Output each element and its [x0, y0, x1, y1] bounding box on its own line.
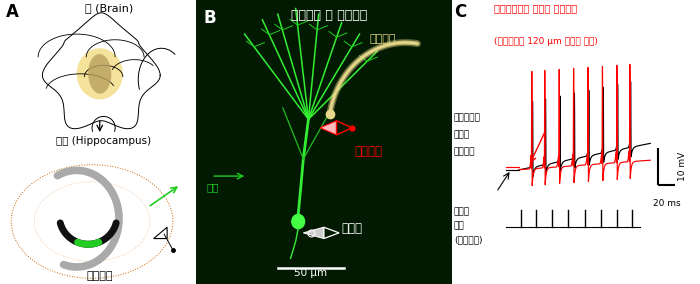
Circle shape: [292, 214, 304, 229]
Text: 치아이랑 내 과립세포: 치아이랑 내 과립세포: [290, 9, 367, 22]
Polygon shape: [92, 116, 115, 131]
Text: 해마 (Hippocampus): 해마 (Hippocampus): [56, 136, 151, 146]
Polygon shape: [303, 227, 323, 239]
Text: 전기신호: 전기신호: [454, 148, 475, 157]
Text: 확대: 확대: [206, 182, 218, 192]
Ellipse shape: [77, 48, 123, 99]
Text: B: B: [204, 9, 216, 26]
Text: 10 mV: 10 mV: [678, 152, 687, 181]
Text: (세포체에서 120 μm 떨어진 지점): (세포체에서 120 μm 떨어진 지점): [494, 37, 598, 46]
Text: 외부정돈: 외부정돈: [370, 34, 396, 44]
Polygon shape: [43, 13, 160, 129]
Text: (외부신호): (외부신호): [454, 236, 482, 245]
Text: 기록한: 기록한: [454, 131, 470, 140]
Text: 20 ms: 20 ms: [652, 199, 680, 208]
Text: 자극: 자극: [454, 222, 465, 231]
Text: 수상돌기에서 기록한 전기신호: 수상돌기에서 기록한 전기신호: [494, 3, 577, 13]
Polygon shape: [320, 121, 337, 135]
Text: 세포체: 세포체: [342, 222, 363, 235]
Text: 50 μm: 50 μm: [295, 268, 328, 278]
Text: 수상돌기: 수상돌기: [354, 145, 382, 158]
Text: 치아이랑: 치아이랑: [87, 271, 113, 281]
Text: 뇌 (Brain): 뇌 (Brain): [85, 3, 134, 13]
Text: 세포체에서: 세포체에서: [454, 114, 481, 123]
Text: 시냅스: 시냅스: [454, 207, 470, 216]
Text: C: C: [454, 3, 466, 21]
Polygon shape: [139, 48, 175, 89]
Text: A: A: [6, 3, 18, 21]
Ellipse shape: [88, 54, 111, 94]
